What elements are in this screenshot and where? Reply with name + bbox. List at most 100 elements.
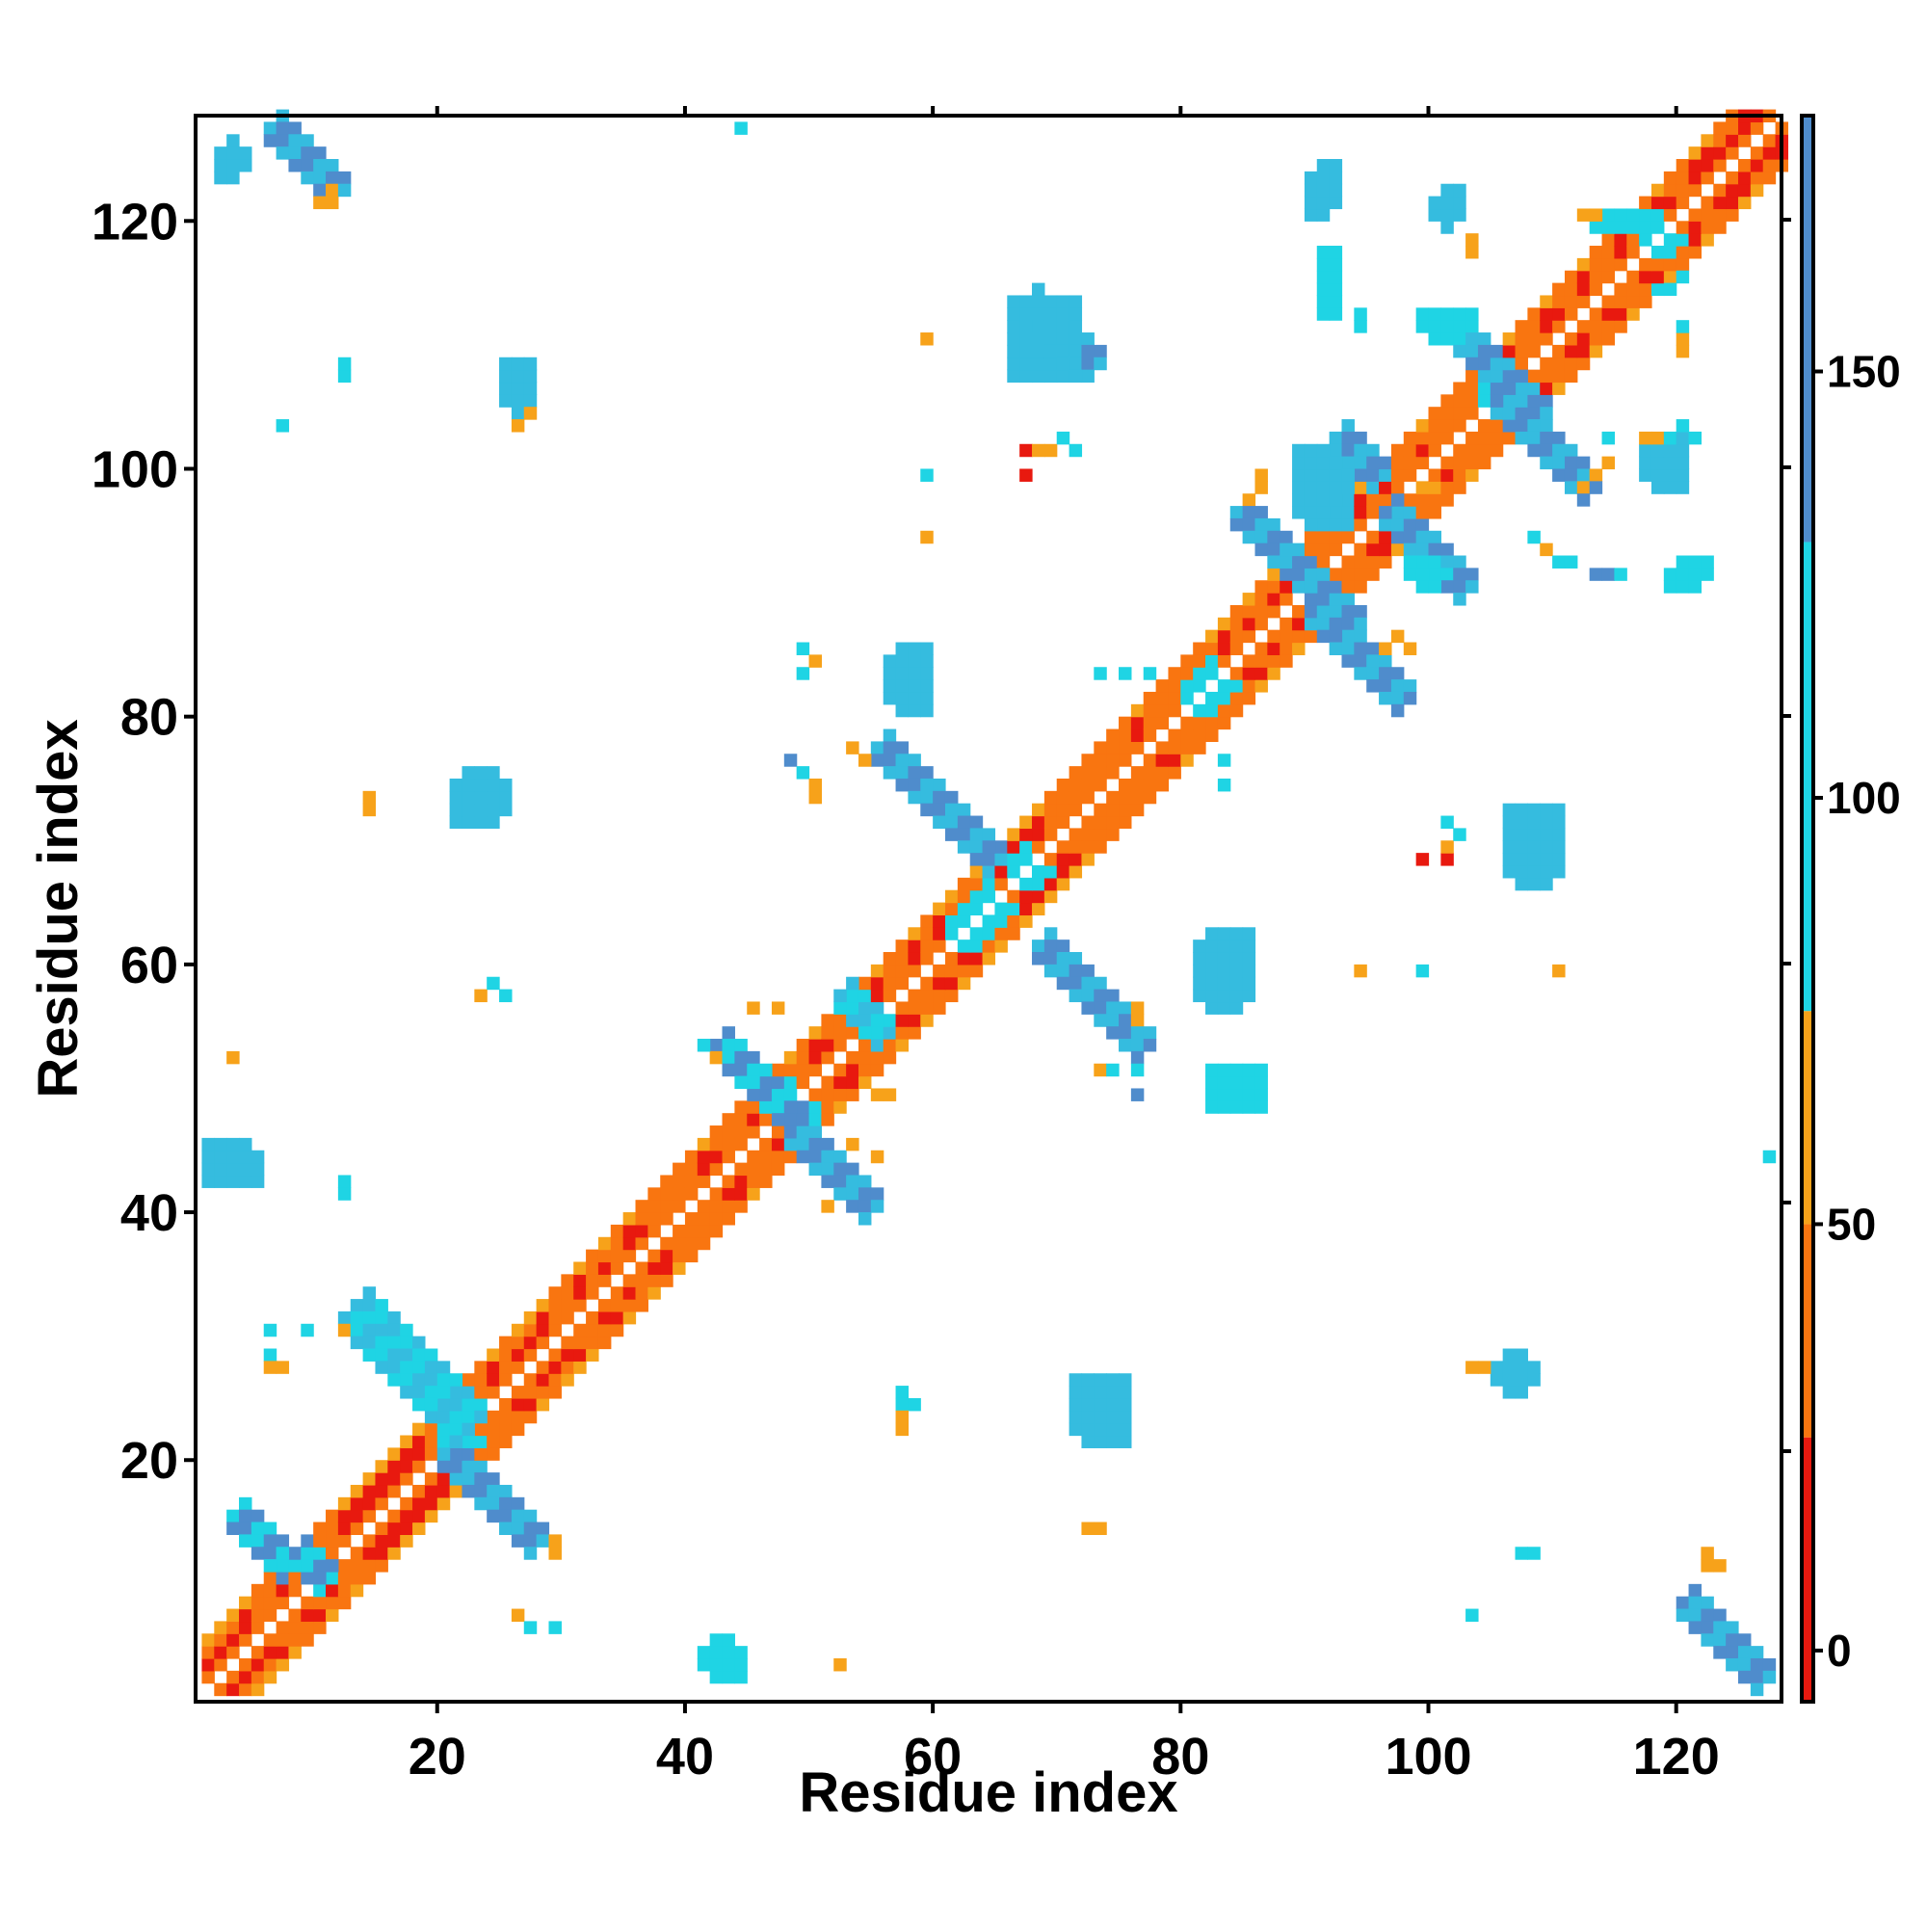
heatmap-cell xyxy=(1280,555,1293,569)
heatmap-cell xyxy=(1614,246,1627,259)
heatmap-cell xyxy=(1502,815,1517,830)
heatmap-cell xyxy=(1354,506,1367,519)
heatmap-cell xyxy=(1477,456,1491,470)
heatmap-cell xyxy=(387,1472,401,1486)
heatmap-cell xyxy=(1453,443,1466,458)
heatmap-cell xyxy=(400,1373,413,1387)
heatmap-cell xyxy=(1366,468,1380,482)
heatmap-cell xyxy=(511,1410,525,1424)
heatmap-cell xyxy=(1403,568,1417,581)
heatmap-cell xyxy=(870,741,884,754)
heatmap-cell xyxy=(474,790,488,805)
heatmap-cell xyxy=(387,1522,401,1535)
heatmap-cell xyxy=(1242,667,1256,680)
heatmap-cell xyxy=(362,1534,377,1548)
heatmap-cell xyxy=(263,1547,277,1560)
heatmap-cell xyxy=(846,741,859,754)
heatmap-cell xyxy=(783,1100,798,1114)
heatmap-cell xyxy=(412,1386,426,1399)
heatmap-cell xyxy=(1515,840,1528,854)
heatmap-cell xyxy=(1205,1063,1219,1077)
heatmap-cell xyxy=(771,1137,785,1151)
heatmap-cell xyxy=(350,1299,364,1312)
heatmap-cell xyxy=(1701,1559,1714,1573)
heatmap-cell xyxy=(1390,481,1405,494)
heatmap-cell xyxy=(1552,468,1566,482)
heatmap-cell xyxy=(1143,1026,1157,1040)
heatmap-cell xyxy=(1453,183,1466,198)
heatmap-cell xyxy=(326,1608,339,1623)
heatmap-cell xyxy=(1688,159,1703,172)
heatmap-cell xyxy=(263,1348,277,1362)
heatmap-cell xyxy=(474,1472,488,1486)
heatmap-cell xyxy=(375,1299,388,1312)
colorbar-tick-label: 0 xyxy=(1827,1626,1852,1676)
heatmap-cell xyxy=(1688,1621,1703,1634)
heatmap-cell xyxy=(734,1657,748,1672)
heatmap-cell xyxy=(684,1212,699,1226)
heatmap-cell xyxy=(276,1583,290,1598)
heatmap-cell xyxy=(586,1249,599,1263)
heatmap-cell xyxy=(933,964,946,978)
heatmap-cell xyxy=(1453,456,1466,470)
heatmap-cell xyxy=(1379,667,1392,680)
heatmap-cell xyxy=(436,1410,451,1424)
heatmap-cell xyxy=(1205,728,1219,742)
heatmap-cell xyxy=(969,927,984,940)
heatmap-cell xyxy=(561,1373,574,1387)
heatmap-cell xyxy=(375,1484,388,1498)
heatmap-cell xyxy=(586,1286,599,1300)
heatmap-cell xyxy=(1217,629,1231,644)
heatmap-cell xyxy=(1701,555,1714,569)
heatmap-cell xyxy=(673,1175,686,1188)
heatmap-cell xyxy=(1316,468,1331,482)
heatmap-cell xyxy=(462,1422,475,1437)
heatmap-cell xyxy=(1440,555,1454,569)
heatmap-cell xyxy=(263,121,277,135)
heatmap-cell xyxy=(870,1150,884,1164)
heatmap-cell xyxy=(536,1397,550,1412)
heatmap-cell xyxy=(1502,382,1517,395)
heatmap-cell xyxy=(920,642,934,655)
heatmap-cell xyxy=(1515,1348,1528,1362)
heatmap-cell xyxy=(1019,443,1033,458)
heatmap-cell xyxy=(239,146,252,160)
heatmap-cell xyxy=(1502,431,1517,445)
heatmap-cell xyxy=(337,1175,352,1188)
heatmap-cell xyxy=(895,642,910,655)
heatmap-cell xyxy=(895,1422,910,1437)
heatmap-cell xyxy=(846,1162,859,1177)
heatmap-cell xyxy=(1217,1100,1231,1114)
heatmap-cell xyxy=(1639,257,1652,272)
heatmap-cell xyxy=(1453,320,1466,333)
heatmap-cell xyxy=(239,159,252,172)
heatmap-cell xyxy=(1428,493,1441,507)
heatmap-cell xyxy=(1713,1646,1727,1659)
heatmap-cell xyxy=(1440,208,1454,222)
heatmap-cell xyxy=(1032,307,1045,321)
heatmap-cell xyxy=(957,952,971,966)
heatmap-cell xyxy=(1354,320,1367,333)
heatmap-cell xyxy=(1428,307,1441,321)
heatmap-cell xyxy=(1415,443,1430,458)
heatmap-cell xyxy=(1292,443,1306,458)
heatmap-cell xyxy=(1106,989,1120,1003)
heatmap-cell xyxy=(895,1039,910,1052)
heatmap-cell xyxy=(1540,394,1553,408)
heatmap-cell xyxy=(523,407,538,420)
heatmap-cell xyxy=(1205,642,1219,655)
heatmap-cell xyxy=(536,1361,550,1374)
heatmap-cell xyxy=(1304,617,1318,631)
heatmap-cell xyxy=(1032,295,1045,308)
heatmap-cell xyxy=(1007,307,1020,321)
heatmap-cell xyxy=(1701,1633,1714,1647)
heatmap-cell xyxy=(1229,642,1244,655)
heatmap-cell xyxy=(1304,604,1318,619)
heatmap-cell xyxy=(301,1571,314,1585)
heatmap-cell xyxy=(1601,270,1615,284)
heatmap-cell xyxy=(1119,667,1132,680)
heatmap-cell xyxy=(858,1039,872,1052)
heatmap-cell xyxy=(808,1162,822,1177)
heatmap-cell xyxy=(1032,369,1045,384)
heatmap-cell xyxy=(1081,964,1095,978)
